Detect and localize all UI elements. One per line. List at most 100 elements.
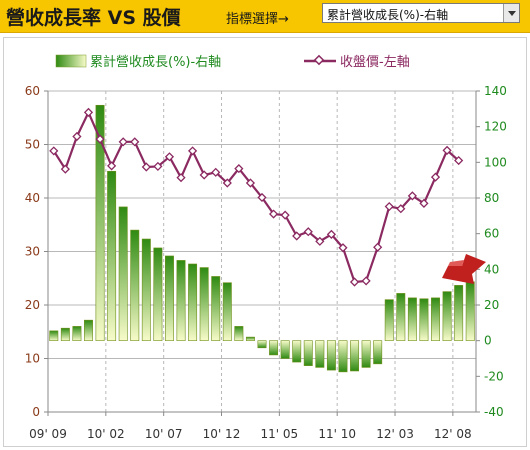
- bar-mark: [188, 263, 198, 341]
- bar-mark: [384, 299, 394, 341]
- bar-mark: [130, 229, 140, 341]
- x-tick-label: 12' 03: [376, 427, 414, 441]
- chevron-down-icon[interactable]: [503, 4, 519, 22]
- line-point: [361, 276, 371, 286]
- line-point: [373, 242, 383, 252]
- arrow-icon: [442, 254, 486, 284]
- bar-mark: [326, 340, 336, 371]
- bar-mark: [60, 327, 70, 341]
- x-tick-label: 10' 07: [145, 427, 183, 441]
- line-point: [349, 277, 360, 287]
- legend-bar-swatch: [55, 54, 87, 68]
- bar-mark: [164, 255, 174, 341]
- legend-line-marker-icon: [313, 54, 325, 66]
- right-tick-label: -20: [484, 369, 504, 383]
- line-point: [118, 137, 128, 147]
- line-point: [419, 198, 429, 208]
- line-point: [280, 210, 290, 220]
- line-point: [234, 163, 244, 174]
- line-series: [49, 107, 464, 287]
- bar-mark: [350, 340, 360, 372]
- bar-mark: [234, 326, 244, 341]
- line-point: [164, 152, 175, 162]
- line-point: [384, 201, 394, 212]
- right-tick-label: 40: [484, 262, 499, 276]
- left-tick-label: 40: [25, 191, 40, 205]
- line-point: [326, 229, 337, 239]
- bar-mark: [84, 319, 93, 341]
- bar-mark: [431, 297, 440, 341]
- line-point: [430, 172, 441, 182]
- bar-mark: [280, 340, 290, 359]
- bar-mark: [303, 340, 313, 366]
- indicator-select[interactable]: 累計營收成長(%)-右軸: [322, 3, 520, 23]
- legend-line-label: 收盤價-左軸: [340, 55, 410, 70]
- bar-mark: [315, 340, 325, 368]
- bar-mark: [269, 340, 279, 356]
- x-tick-label: 10' 02: [87, 427, 125, 441]
- line-point: [257, 192, 267, 203]
- line-point: [130, 137, 140, 147]
- bar-mark: [153, 247, 163, 341]
- axes: 0 10 20 30 40 50 60 -40 -20 0 20 40 60 80 100 120 140 09'…: [25, 84, 507, 441]
- chart-panel: 0 10 20 30 40 50 60 -40 -20 0 20 40 60 80 100 120 140 09'…: [3, 37, 527, 447]
- line-point: [442, 145, 452, 155]
- bar-mark: [107, 170, 117, 341]
- bar-mark: [245, 336, 255, 341]
- line-point: [245, 178, 256, 188]
- header-bar: 營收成長率 VS 股價 指標選擇→ 累計營收成長(%)-右軸: [0, 0, 530, 33]
- right-tick-label: 120: [484, 120, 507, 134]
- x-tick-label: 10' 12: [203, 427, 241, 441]
- bar-series: [49, 104, 475, 373]
- indicator-selector-label: 指標選擇→: [226, 12, 289, 27]
- bar-mark: [373, 340, 383, 365]
- right-tick-label: 60: [484, 227, 499, 241]
- bar-mark: [407, 297, 417, 341]
- bar-mark: [222, 282, 232, 341]
- left-tick-label: 50: [25, 138, 40, 152]
- bar-mark: [211, 276, 221, 341]
- bar-mark: [419, 298, 429, 341]
- line-point: [268, 209, 279, 219]
- line-point: [72, 131, 82, 142]
- left-tick-label: 30: [25, 245, 40, 259]
- bar-mark: [72, 326, 82, 341]
- line-point: [303, 227, 313, 237]
- bar-mark: [118, 206, 128, 341]
- line-point: [315, 236, 325, 246]
- combo-chart: 0 10 20 30 40 50 60 -40 -20 0 20 40 60 80 100 120 140 09'…: [25, 54, 507, 441]
- x-tick-label: 11' 05: [261, 427, 299, 441]
- line-point: [222, 178, 232, 188]
- bar-mark: [257, 340, 267, 349]
- line-point: [153, 161, 163, 172]
- right-tick-label: 140: [484, 84, 507, 98]
- line-point: [60, 164, 70, 174]
- line-point: [454, 155, 464, 166]
- right-tick-label: 20: [484, 298, 499, 312]
- line-point: [211, 167, 221, 177]
- right-tick-label: 80: [484, 191, 499, 205]
- bar-mark: [49, 330, 59, 341]
- bar-mark: [442, 291, 452, 341]
- line-point: [176, 173, 186, 183]
- x-tick-label: 11' 10: [318, 427, 356, 441]
- page-title: 營收成長率 VS 股價: [6, 7, 181, 29]
- line-point: [95, 134, 105, 144]
- right-tick-label: 100: [484, 155, 507, 169]
- indicator-select-value: 累計營收成長(%)-右軸: [327, 8, 449, 22]
- x-tick-label: 12' 08: [434, 427, 472, 441]
- bar-mark: [199, 267, 209, 341]
- bar-mark: [361, 340, 371, 368]
- line-point: [396, 204, 406, 214]
- line-point: [187, 146, 198, 156]
- left-tick-label: 10: [25, 352, 40, 366]
- bar-mark: [95, 104, 105, 341]
- line-point: [141, 162, 151, 172]
- legend: 累計營收成長(%)-右軸 收盤價-左軸: [55, 54, 410, 70]
- bar-mark: [396, 293, 406, 341]
- bar-mark: [292, 340, 302, 363]
- right-tick-label: -40: [484, 405, 504, 419]
- line-point: [292, 231, 302, 241]
- left-tick-label: 20: [25, 298, 40, 312]
- bar-mark: [465, 281, 475, 341]
